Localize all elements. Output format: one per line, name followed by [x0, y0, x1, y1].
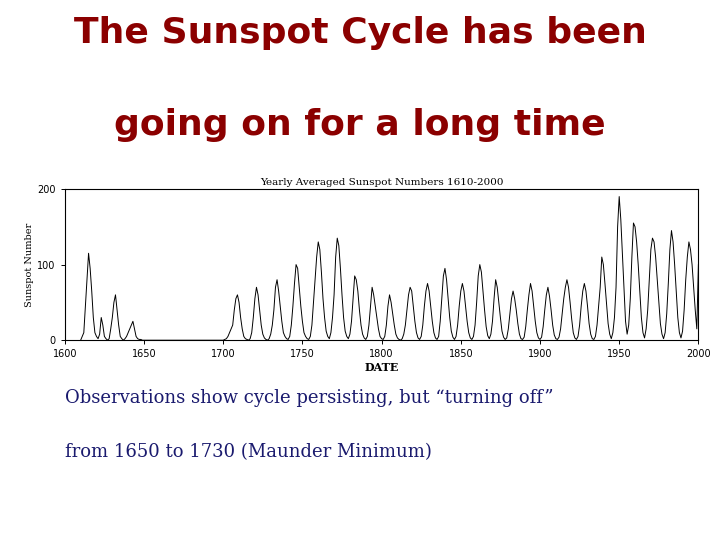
Title: Yearly Averaged Sunspot Numbers 1610-2000: Yearly Averaged Sunspot Numbers 1610-200…	[260, 178, 503, 187]
Y-axis label: Sunspot Number: Sunspot Number	[25, 222, 35, 307]
Text: from 1650 to 1730 (Maunder Minimum): from 1650 to 1730 (Maunder Minimum)	[65, 443, 432, 461]
X-axis label: DATE: DATE	[364, 362, 399, 373]
Text: going on for a long time: going on for a long time	[114, 108, 606, 142]
Text: The Sunspot Cycle has been: The Sunspot Cycle has been	[73, 16, 647, 50]
Text: Observations show cycle persisting, but “turning off”: Observations show cycle persisting, but …	[65, 389, 554, 407]
